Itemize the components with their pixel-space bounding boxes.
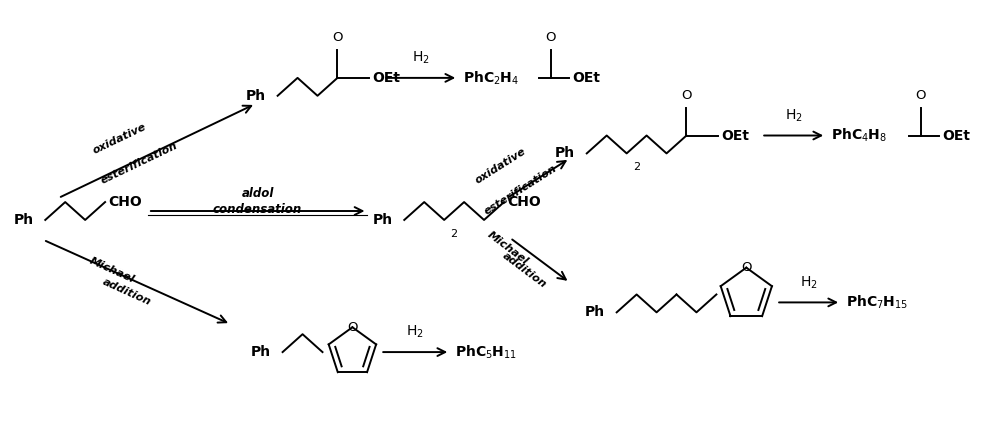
Text: PhC$_5$H$_{11}$: PhC$_5$H$_{11}$ <box>455 343 517 361</box>
Text: O: O <box>347 321 358 334</box>
Text: O: O <box>546 31 556 44</box>
Text: Ph: Ph <box>585 305 605 319</box>
Text: Michael: Michael <box>486 230 530 267</box>
Text: O: O <box>681 89 692 102</box>
Text: PhC$_4$H$_8$: PhC$_4$H$_8$ <box>831 127 887 144</box>
Text: condensation: condensation <box>213 203 302 215</box>
Text: oxidative: oxidative <box>91 122 147 156</box>
Text: H$_2$: H$_2$ <box>785 108 803 124</box>
Text: Ph: Ph <box>555 146 575 160</box>
Text: O: O <box>332 31 343 44</box>
Text: Ph: Ph <box>246 89 266 103</box>
Text: Ph: Ph <box>251 345 271 359</box>
Text: addition: addition <box>501 250 549 290</box>
Text: O: O <box>741 261 752 274</box>
Text: aldol: aldol <box>241 187 274 200</box>
Text: OEt: OEt <box>942 128 970 142</box>
Text: H$_2$: H$_2$ <box>406 324 424 340</box>
Text: H$_2$: H$_2$ <box>800 275 818 291</box>
Text: OEt: OEt <box>721 128 749 142</box>
Text: esterification: esterification <box>482 164 559 217</box>
Text: CHO: CHO <box>108 195 142 209</box>
Text: Ph: Ph <box>372 213 392 227</box>
Text: PhC$_2$H$_4$: PhC$_2$H$_4$ <box>463 69 519 87</box>
Text: CHO: CHO <box>507 195 541 209</box>
Text: esterification: esterification <box>99 140 179 185</box>
Text: Ph: Ph <box>13 213 33 227</box>
Text: O: O <box>916 89 926 102</box>
Text: addition: addition <box>101 277 153 307</box>
Text: OEt: OEt <box>372 71 400 85</box>
Text: H$_2$: H$_2$ <box>412 50 430 66</box>
Text: oxidative: oxidative <box>473 147 528 186</box>
Text: 2: 2 <box>451 229 458 239</box>
Text: Michael: Michael <box>88 255 136 285</box>
Text: PhC$_7$H$_{15}$: PhC$_7$H$_{15}$ <box>846 294 908 311</box>
Text: 2: 2 <box>633 162 640 172</box>
Text: OEt: OEt <box>572 71 600 85</box>
